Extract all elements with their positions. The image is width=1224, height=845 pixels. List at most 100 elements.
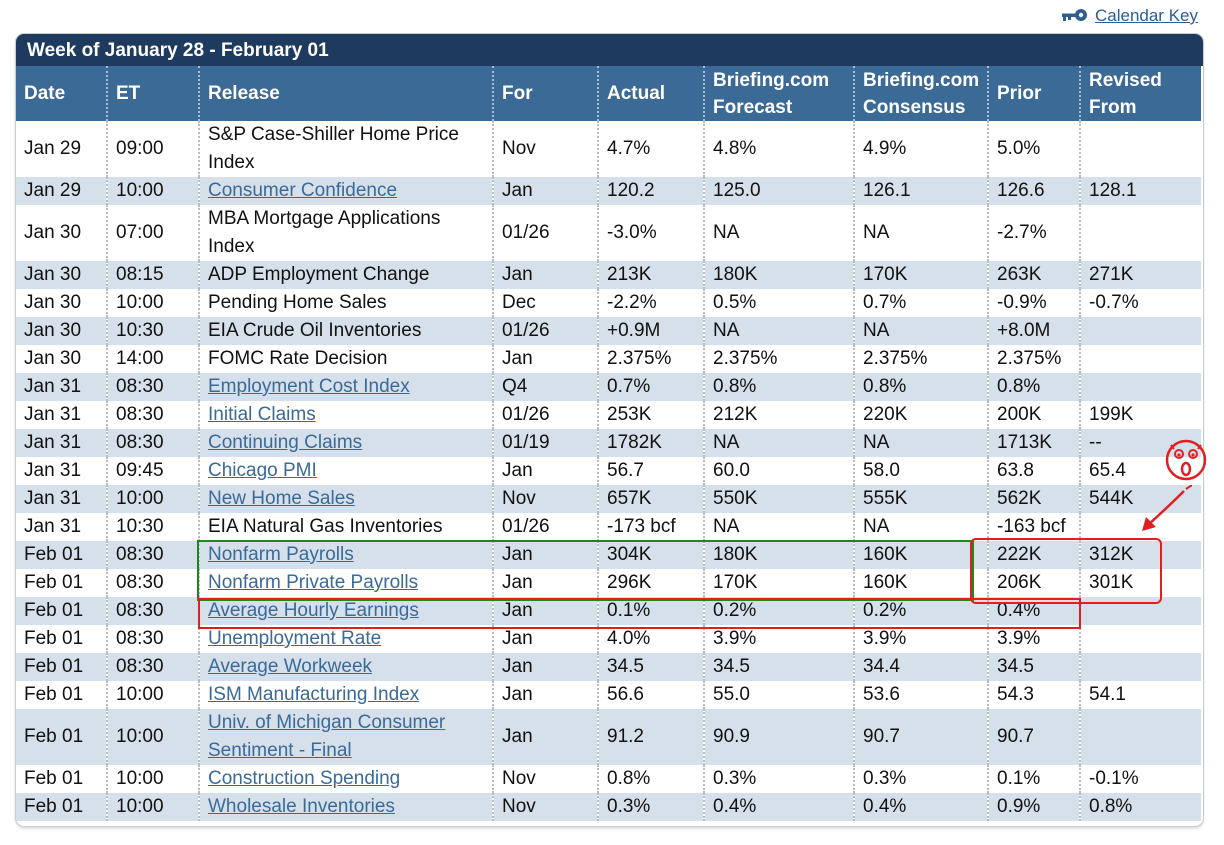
cell-revised bbox=[1080, 205, 1201, 261]
cell-revised: -0.7% bbox=[1089, 292, 1139, 313]
release-label: EIA Natural Gas Inventories bbox=[208, 516, 443, 537]
cell-date: Feb 01 bbox=[16, 625, 108, 653]
cell-revised: 544K bbox=[1080, 485, 1201, 513]
cell-et: 10:00 bbox=[107, 485, 200, 513]
cell-actual: 120.2 bbox=[598, 177, 705, 205]
cell-release: EIA Crude Oil Inventories bbox=[199, 317, 494, 345]
col-header-revised: Revised From bbox=[1080, 66, 1201, 121]
cell-forecast: 34.5 bbox=[704, 653, 855, 681]
cell-forecast: 0.4% bbox=[704, 793, 855, 821]
cell-forecast: 550K bbox=[704, 485, 855, 513]
release-link[interactable]: Average Workweek bbox=[208, 656, 373, 677]
cell-actual: 253K bbox=[598, 401, 705, 429]
cell-et: 08:30 bbox=[107, 541, 200, 569]
cell-revised bbox=[1080, 653, 1201, 681]
cell-prior: 3.9% bbox=[988, 625, 1081, 653]
release-link[interactable]: New Home Sales bbox=[208, 488, 355, 509]
cell-date: Jan 29 bbox=[16, 121, 108, 177]
cell-consensus: 53.6 bbox=[854, 681, 989, 709]
release-link[interactable]: Chicago PMI bbox=[208, 460, 317, 481]
release-link[interactable]: Continuing Claims bbox=[208, 432, 363, 453]
cell-revised bbox=[1080, 625, 1201, 653]
surprised-face-icon bbox=[1165, 439, 1207, 481]
cell-et: 09:45 bbox=[107, 457, 200, 485]
cell-consensus: 220K bbox=[854, 401, 989, 429]
cell-date: Feb 01 bbox=[16, 681, 108, 709]
cell-et: 10:00 bbox=[107, 709, 200, 765]
cell-date: Feb 01 bbox=[16, 569, 108, 597]
cell-prior: 206K bbox=[988, 569, 1081, 597]
cell-actual: 34.5 bbox=[598, 653, 705, 681]
cell-actual: 56.6 bbox=[598, 681, 705, 709]
cell-forecast: NA bbox=[704, 429, 855, 457]
release-link[interactable]: Initial Claims bbox=[208, 404, 316, 425]
cell-revised bbox=[1080, 373, 1201, 401]
cell-prior: 562K bbox=[988, 485, 1081, 513]
release-link[interactable]: Unemployment Rate bbox=[208, 628, 382, 649]
cell-actual: 0.8% bbox=[598, 765, 705, 793]
cell-date: Jan 31 bbox=[16, 485, 108, 513]
cell-for: Nov bbox=[493, 121, 599, 177]
release-link[interactable]: Nonfarm Private Payrolls bbox=[208, 572, 419, 593]
cell-prior: -163 bcf bbox=[988, 513, 1081, 541]
cell-actual: 4.7% bbox=[598, 121, 705, 177]
cell-forecast: 60.0 bbox=[704, 457, 855, 485]
cell-forecast: 0.3% bbox=[704, 765, 855, 793]
release-link[interactable]: Wholesale Inventories bbox=[208, 796, 395, 817]
cell-prior: 2.375% bbox=[988, 345, 1081, 373]
cell-actual: -3.0% bbox=[598, 205, 705, 261]
arrow-annotation-icon bbox=[1142, 485, 1192, 531]
cell-release: Average Hourly Earnings bbox=[199, 597, 494, 625]
release-link[interactable]: Employment Cost Index bbox=[208, 376, 410, 397]
cell-forecast: 0.5% bbox=[704, 289, 855, 317]
table-row: Jan 31 10:30 EIA Natural Gas Inventories 01… bbox=[16, 513, 1201, 541]
cell-forecast: 4.8% bbox=[704, 121, 855, 177]
header-row: Date ET Release For Actual Briefing.com … bbox=[16, 66, 1201, 121]
release-link[interactable]: Consumer Confidence bbox=[208, 180, 398, 201]
release-label: ADP Employment Change bbox=[208, 264, 430, 285]
cell-forecast: NA bbox=[704, 317, 855, 345]
week-title: Week of January 28 - February 01 bbox=[16, 34, 1203, 66]
cell-et: 10:00 bbox=[107, 765, 200, 793]
cell-prior: 0.4% bbox=[988, 597, 1081, 625]
cell-date: Jan 30 bbox=[16, 261, 108, 289]
table-row: Feb 01 08:30 Nonfarm Payrolls Jan 304K 180K 16… bbox=[16, 541, 1201, 569]
cell-forecast: 90.9 bbox=[704, 709, 855, 765]
table-row: Jan 30 10:30 EIA Crude Oil Inventories 01/2… bbox=[16, 317, 1201, 345]
cell-date: Jan 31 bbox=[16, 457, 108, 485]
cell-release: EIA Natural Gas Inventories bbox=[199, 513, 494, 541]
release-link[interactable]: ISM Manufacturing Index bbox=[208, 684, 420, 705]
cell-et: 08:30 bbox=[107, 569, 200, 597]
cell-date: Jan 30 bbox=[16, 317, 108, 345]
cell-revised: 65.4 bbox=[1089, 460, 1126, 481]
table-row: Jan 30 07:00 MBA Mortgage Applications Ind… bbox=[16, 205, 1201, 261]
calendar-key-area: Calendar Key bbox=[1059, 4, 1198, 28]
cell-date: Feb 01 bbox=[16, 793, 108, 821]
cell-date: Feb 01 bbox=[16, 541, 108, 569]
cell-release: Construction Spending bbox=[199, 765, 494, 793]
cell-for: Nov bbox=[493, 765, 599, 793]
release-link[interactable]: Univ. of Michigan Consumer Sentiment - F… bbox=[208, 712, 446, 761]
cell-revised bbox=[1080, 709, 1201, 765]
table-row: Jan 31 09:45 Chicago PMI Jan 56.7 60.0 58.0 63.… bbox=[16, 457, 1201, 485]
col-header-for: For bbox=[493, 66, 599, 121]
release-label: MBA Mortgage Applications Index bbox=[208, 208, 441, 257]
cell-prior: 222K bbox=[988, 541, 1081, 569]
cell-revised: 312K bbox=[1080, 541, 1201, 569]
cell-et: 08:15 bbox=[107, 261, 200, 289]
cell-release: ISM Manufacturing Index bbox=[199, 681, 494, 709]
cell-for: Jan bbox=[493, 177, 599, 205]
cell-forecast: 0.8% bbox=[704, 373, 855, 401]
cell-revised: -0.1% bbox=[1089, 768, 1139, 789]
cell-release: New Home Sales bbox=[199, 485, 494, 513]
cell-et: 10:00 bbox=[107, 793, 200, 821]
cell-actual: 213K bbox=[598, 261, 705, 289]
table-row: Jan 30 10:00 Pending Home Sales Dec -2.2% 0.5… bbox=[16, 289, 1201, 317]
table-row: Jan 31 10:00 New Home Sales Nov 657K 550K 555K… bbox=[16, 485, 1201, 513]
cell-for: Jan bbox=[493, 457, 599, 485]
release-link[interactable]: Average Hourly Earnings bbox=[208, 600, 419, 621]
calendar-key-link[interactable]: Calendar Key bbox=[1094, 6, 1198, 25]
release-link[interactable]: Nonfarm Payrolls bbox=[208, 544, 354, 565]
cell-for: Jan bbox=[493, 625, 599, 653]
release-link[interactable]: Construction Spending bbox=[208, 768, 401, 789]
